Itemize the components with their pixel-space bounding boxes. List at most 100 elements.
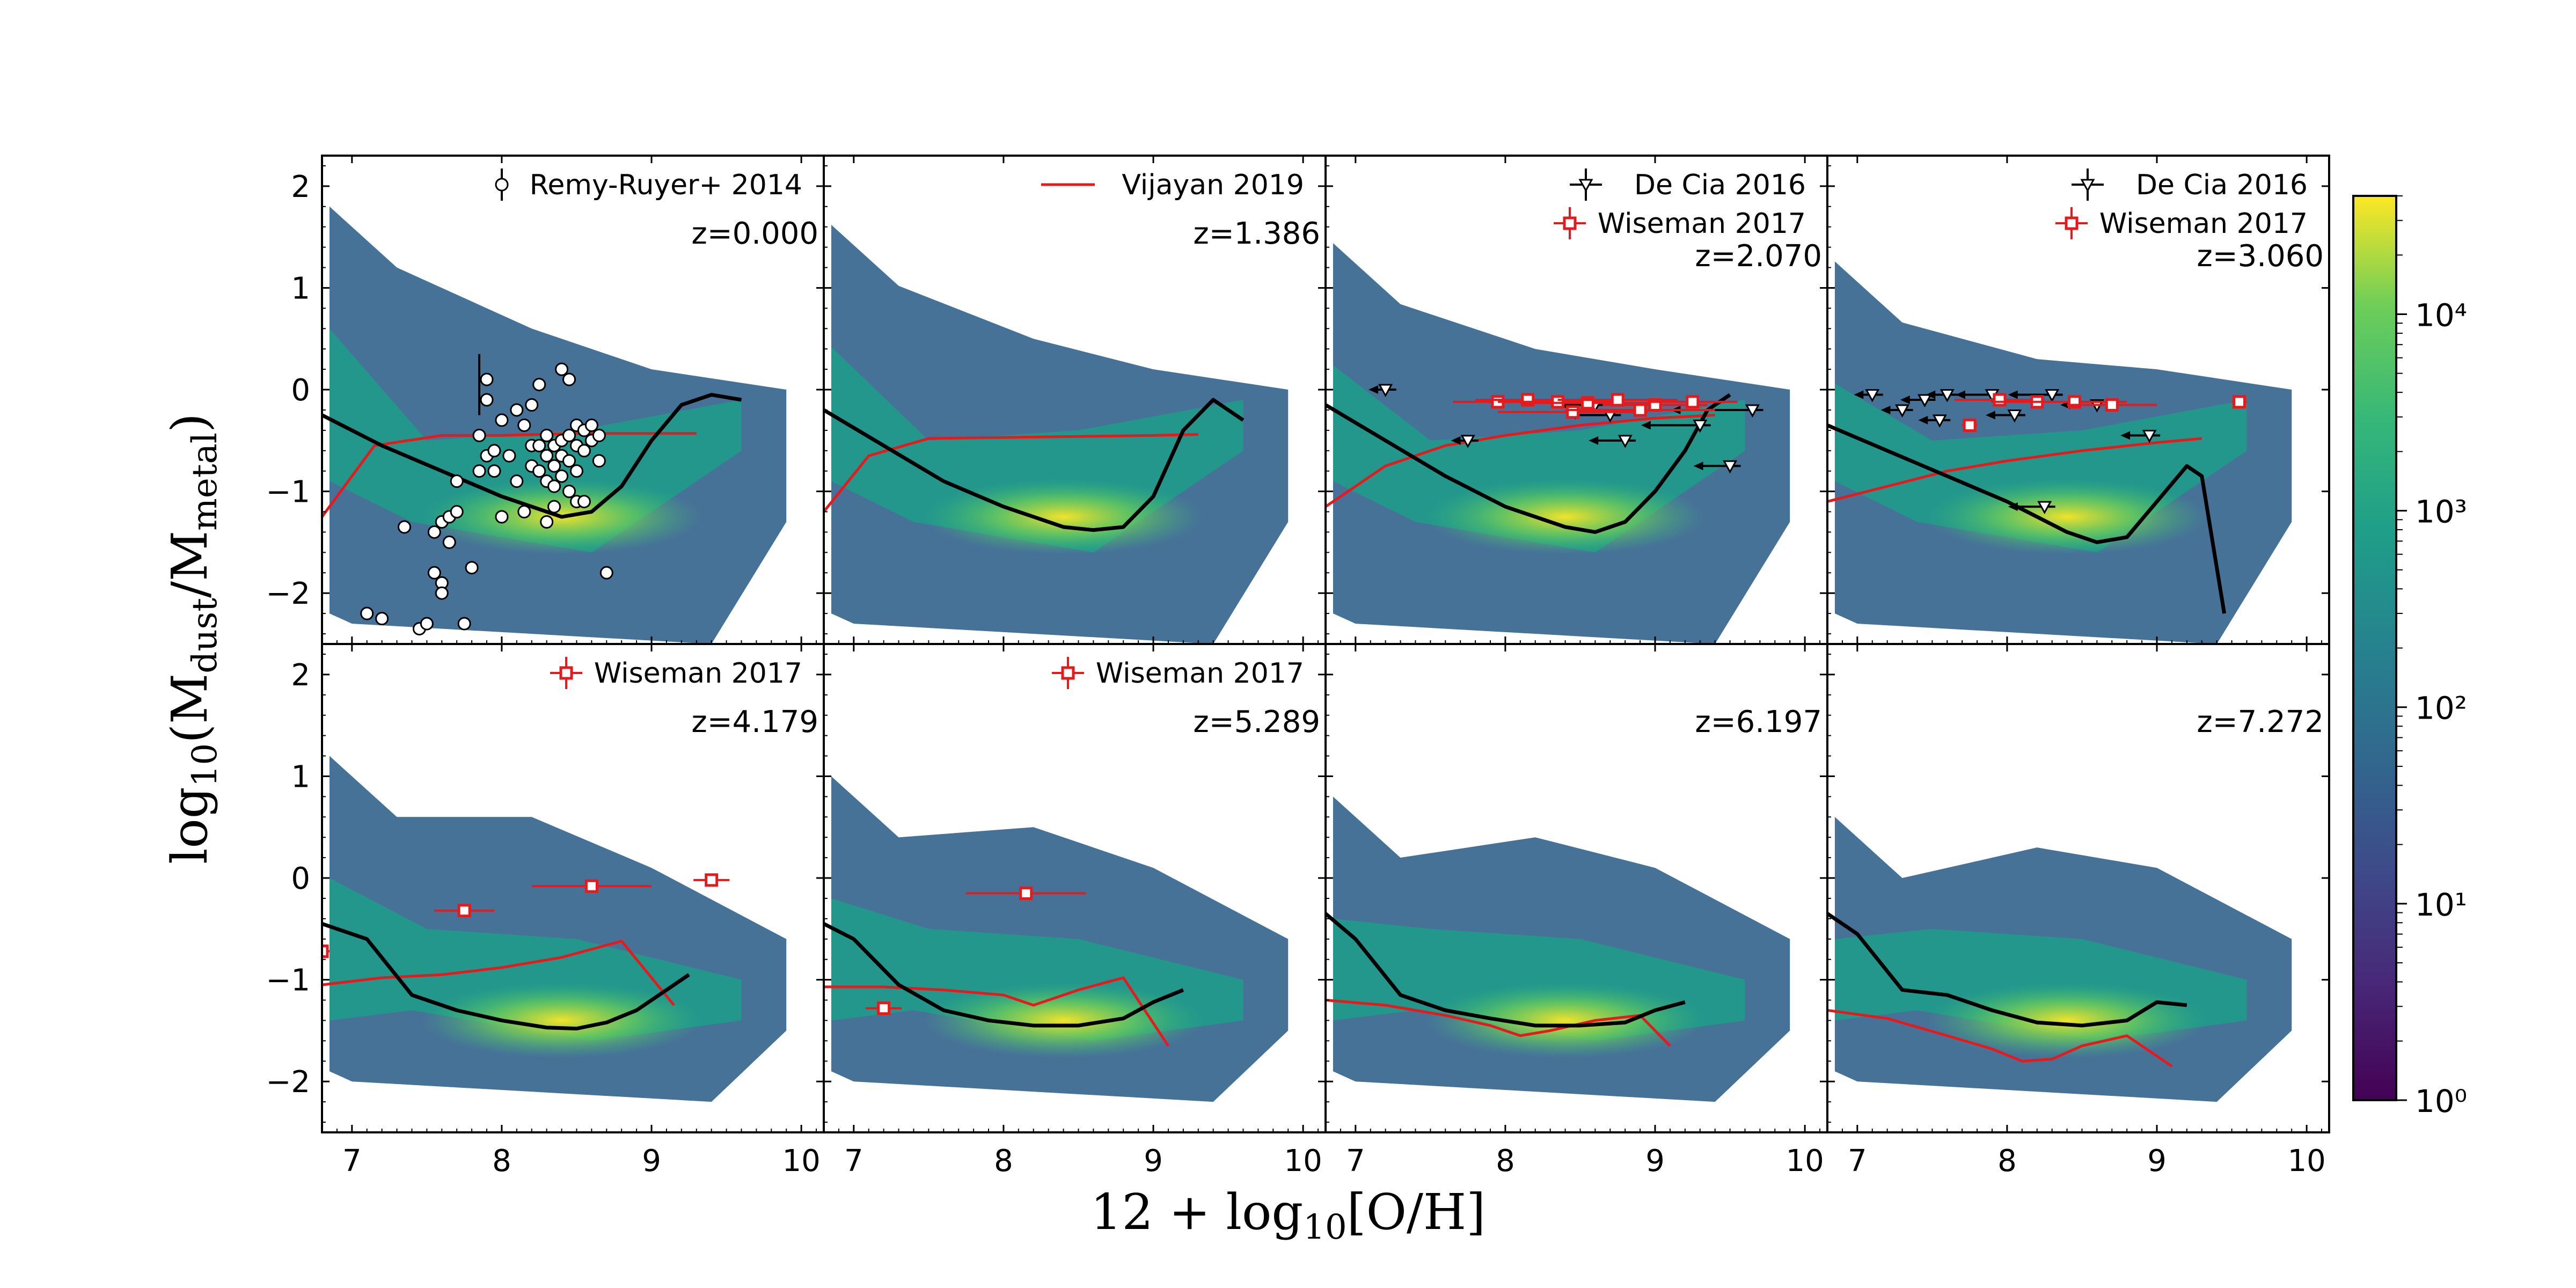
- de-cia-point: [1693, 419, 1708, 433]
- remy-ruyer-point: [472, 464, 486, 478]
- density-peak: [422, 983, 701, 1058]
- x-tick-label: 10: [2288, 1144, 2326, 1179]
- de-cia-point: [1723, 460, 1738, 474]
- wiseman-point: [457, 904, 471, 918]
- remy-ruyer-point: [442, 535, 456, 549]
- de-cia-arrow-head: [1693, 462, 1703, 471]
- remy-ruyer-point: [450, 505, 464, 519]
- de-cia-point: [2045, 389, 2060, 402]
- de-cia-point: [2037, 501, 2052, 515]
- de-cia-arrow-head: [1880, 405, 1891, 414]
- wiseman-point: [2233, 395, 2246, 409]
- remy-ruyer-point: [360, 606, 374, 620]
- panel-body: [824, 776, 1289, 1102]
- density-peak: [924, 983, 1203, 1058]
- remy-ruyer-point: [532, 438, 546, 452]
- remy-ruyer-point: [592, 454, 606, 468]
- remy-ruyer-point: [450, 474, 464, 488]
- remy-ruyer-point: [592, 428, 606, 442]
- redshift-label: z=2.070: [1695, 239, 1822, 274]
- y-axis-label: log10(Mdust/Mmetal): [161, 413, 225, 864]
- legend-label: Remy-Ruyer+ 2014: [530, 169, 802, 201]
- de-cia-arrow-head: [1589, 436, 1599, 445]
- panel-8: 7 8 9 10 z=7.272: [1826, 643, 2330, 1179]
- remy-ruyer-point: [555, 362, 569, 376]
- y-tick-label: 1: [291, 271, 310, 306]
- vijayan-line: [1827, 1009, 2173, 1067]
- legend-marker: [1578, 179, 1593, 193]
- redshift-label: z=6.197: [1695, 705, 1822, 740]
- vijayan-line: [322, 940, 675, 1006]
- wiseman-point: [1566, 405, 1580, 419]
- panel-7: 7 8 9 10 z=6.197: [1324, 643, 1828, 1179]
- remy-ruyer-point: [420, 617, 434, 631]
- y-tick-label: 2: [291, 658, 310, 693]
- remy-ruyer-point: [562, 428, 576, 442]
- legend-marker: [2065, 216, 2079, 230]
- de-cia-arrow-head: [1900, 396, 1910, 404]
- de-cia-point: [2142, 429, 2157, 443]
- legend-label: De Cia 2016: [1634, 169, 1806, 201]
- x-tick-label: 9: [642, 1144, 661, 1179]
- legend-label: De Cia 2016: [2136, 169, 2308, 201]
- panel-1: 2 1 0 −1 −2 Remy-Ruyer+ 2014 z=0.000: [266, 155, 825, 645]
- de-cia-point: [1618, 435, 1633, 448]
- panel-body: [1326, 243, 1790, 644]
- wiseman-point: [1611, 393, 1624, 407]
- y-tick-label: 0: [291, 373, 310, 408]
- legend-marker: [1061, 666, 1075, 680]
- panel-body: [1827, 261, 2292, 644]
- remy-ruyer-point: [517, 505, 531, 519]
- wiseman-point: [584, 879, 598, 893]
- panel-frame: [1826, 643, 2330, 1133]
- colorbar-tick-label: 10²: [2415, 690, 2467, 727]
- remy-ruyer-point: [577, 495, 591, 509]
- remy-ruyer-point: [547, 479, 561, 493]
- remy-ruyer-point: [457, 617, 471, 631]
- vijayan-line: [322, 432, 697, 518]
- colorbar: 10⁴ 10³ 10² 10¹ 10⁰: [2352, 195, 2467, 1119]
- y-tick-label: 0: [291, 861, 310, 896]
- legend-label: Wiseman 2017: [1096, 657, 1304, 690]
- y-tick-label: −1: [266, 963, 310, 998]
- wiseman-point: [1963, 418, 1977, 432]
- density-peak: [1927, 983, 2207, 1058]
- colorbar-tick-label: 10¹: [2415, 887, 2467, 923]
- remy-ruyer-point: [577, 444, 591, 458]
- remy-ruyer-point: [540, 449, 554, 463]
- de-cia-arrow-head: [1451, 436, 1461, 445]
- median-line: [322, 393, 742, 519]
- remy-ruyer-point: [510, 403, 524, 417]
- remy-ruyer-point: [547, 459, 561, 473]
- density-peak: [924, 479, 1203, 555]
- wiseman-point: [1633, 403, 1647, 417]
- remy-ruyer-point: [569, 464, 583, 478]
- remy-ruyer-point: [532, 378, 546, 392]
- vijayan-line: [1827, 437, 2202, 503]
- panel-body: [1326, 796, 1790, 1102]
- de-cia-point: [1745, 404, 1760, 418]
- median-line: [322, 922, 690, 1031]
- vijayan-line: [1326, 413, 1715, 508]
- remy-ruyer-point: [495, 413, 509, 427]
- wiseman-point: [322, 945, 329, 958]
- panel-2: Vijayan 2019 z=1.386: [823, 155, 1327, 645]
- panel-body: [824, 224, 1289, 644]
- median-line: [1827, 423, 2227, 614]
- de-cia-arrow-head: [1985, 411, 1995, 420]
- y-tick-label: 2: [291, 170, 310, 204]
- y-tick-label: −2: [266, 576, 310, 611]
- remy-ruyer-point: [480, 393, 494, 407]
- x-tick-label: 8: [994, 1144, 1013, 1179]
- x-tick-label: 10: [1284, 1144, 1322, 1179]
- remy-ruyer-point: [487, 464, 501, 478]
- remy-ruyer-point: [427, 566, 441, 580]
- x-tick-label: 9: [2147, 1144, 2167, 1179]
- density-peak: [1425, 983, 1705, 1058]
- legend-marker: [559, 666, 573, 680]
- x-tick-label: 8: [1997, 1144, 2017, 1179]
- remy-ruyer-point: [540, 515, 554, 529]
